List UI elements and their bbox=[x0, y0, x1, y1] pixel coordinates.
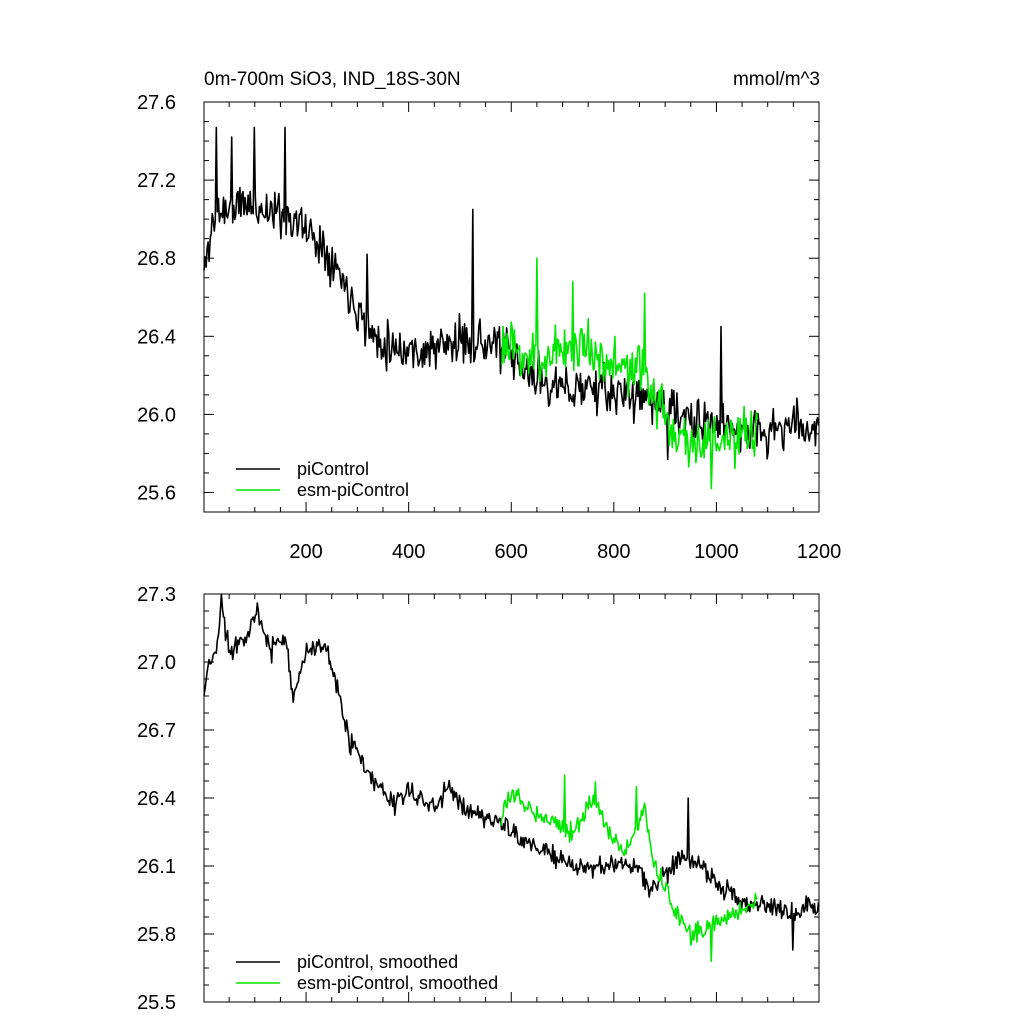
legend-label-picontrol: piControl bbox=[297, 459, 369, 479]
y-tick-label: 26.1 bbox=[137, 856, 176, 878]
series-line-esm-picontrol bbox=[500, 257, 759, 490]
x-tick-label: 400 bbox=[392, 541, 425, 563]
legend-label-esm-picontrol: esm-piControl bbox=[297, 480, 409, 500]
legend-label-picontrol-smoothed: piControl, smoothed bbox=[297, 952, 458, 972]
x-tick-label: 200 bbox=[289, 541, 322, 563]
y-tick-label: 26.4 bbox=[137, 326, 176, 348]
raw-plot-frame bbox=[203, 101, 820, 513]
series-line-esm-picontrol-smoothed bbox=[500, 774, 758, 962]
series-line-picontrol bbox=[203, 126, 820, 461]
y-tick-label: 25.8 bbox=[137, 924, 176, 946]
units-label: mmol/m^3 bbox=[733, 69, 820, 90]
y-tick-label: 25.5 bbox=[137, 992, 176, 1014]
raw-legend: piControl esm-piControl bbox=[236, 459, 409, 500]
raw-axis-ticks bbox=[204, 101, 820, 512]
series-line-picontrol-smoothed bbox=[203, 593, 820, 951]
smoothed-series-lines bbox=[203, 593, 820, 962]
x-tick-label: 1200 bbox=[797, 541, 842, 563]
y-tick-label: 26.7 bbox=[137, 720, 176, 742]
y-tick-label: 27.3 bbox=[137, 584, 176, 606]
legend-label-esm-picontrol-smoothed: esm-piControl, smoothed bbox=[297, 973, 498, 993]
raw-series-lines bbox=[203, 126, 820, 490]
y-tick-label: 26.0 bbox=[137, 404, 176, 426]
smoothed-legend: piControl, smoothed esm-piControl, smoot… bbox=[236, 952, 498, 993]
y-tick-label: 26.8 bbox=[137, 248, 176, 270]
y-tick-label: 27.0 bbox=[137, 652, 176, 674]
raw-y-tick-labels: 25.6 26.0 26.4 26.8 27.2 27.6 bbox=[137, 92, 176, 504]
smoothed-panel: 25.5 25.8 26.1 26.4 26.7 27.0 27.3 piControl, … bbox=[137, 584, 820, 1014]
y-tick-label: 25.6 bbox=[137, 482, 176, 504]
smoothed-y-tick-labels: 25.5 25.8 26.1 26.4 26.7 27.0 27.3 bbox=[137, 584, 176, 1014]
x-tick-label: 1000 bbox=[694, 541, 739, 563]
chart-title: 0m-700m SiO3, IND_18S-30N bbox=[204, 69, 461, 90]
smoothed-axis-ticks bbox=[204, 593, 820, 1003]
raw-x-tick-labels: 200 400 600 800 1000 1200 bbox=[289, 541, 841, 563]
y-tick-label: 26.4 bbox=[137, 788, 176, 810]
y-tick-label: 27.6 bbox=[137, 92, 176, 114]
x-tick-label: 600 bbox=[495, 541, 528, 563]
y-tick-label: 27.2 bbox=[137, 170, 176, 192]
x-tick-label: 800 bbox=[597, 541, 630, 563]
raw-panel: 200 400 600 800 1000 1200 25.6 26.0 26.4 26.8 27.… bbox=[137, 92, 841, 563]
